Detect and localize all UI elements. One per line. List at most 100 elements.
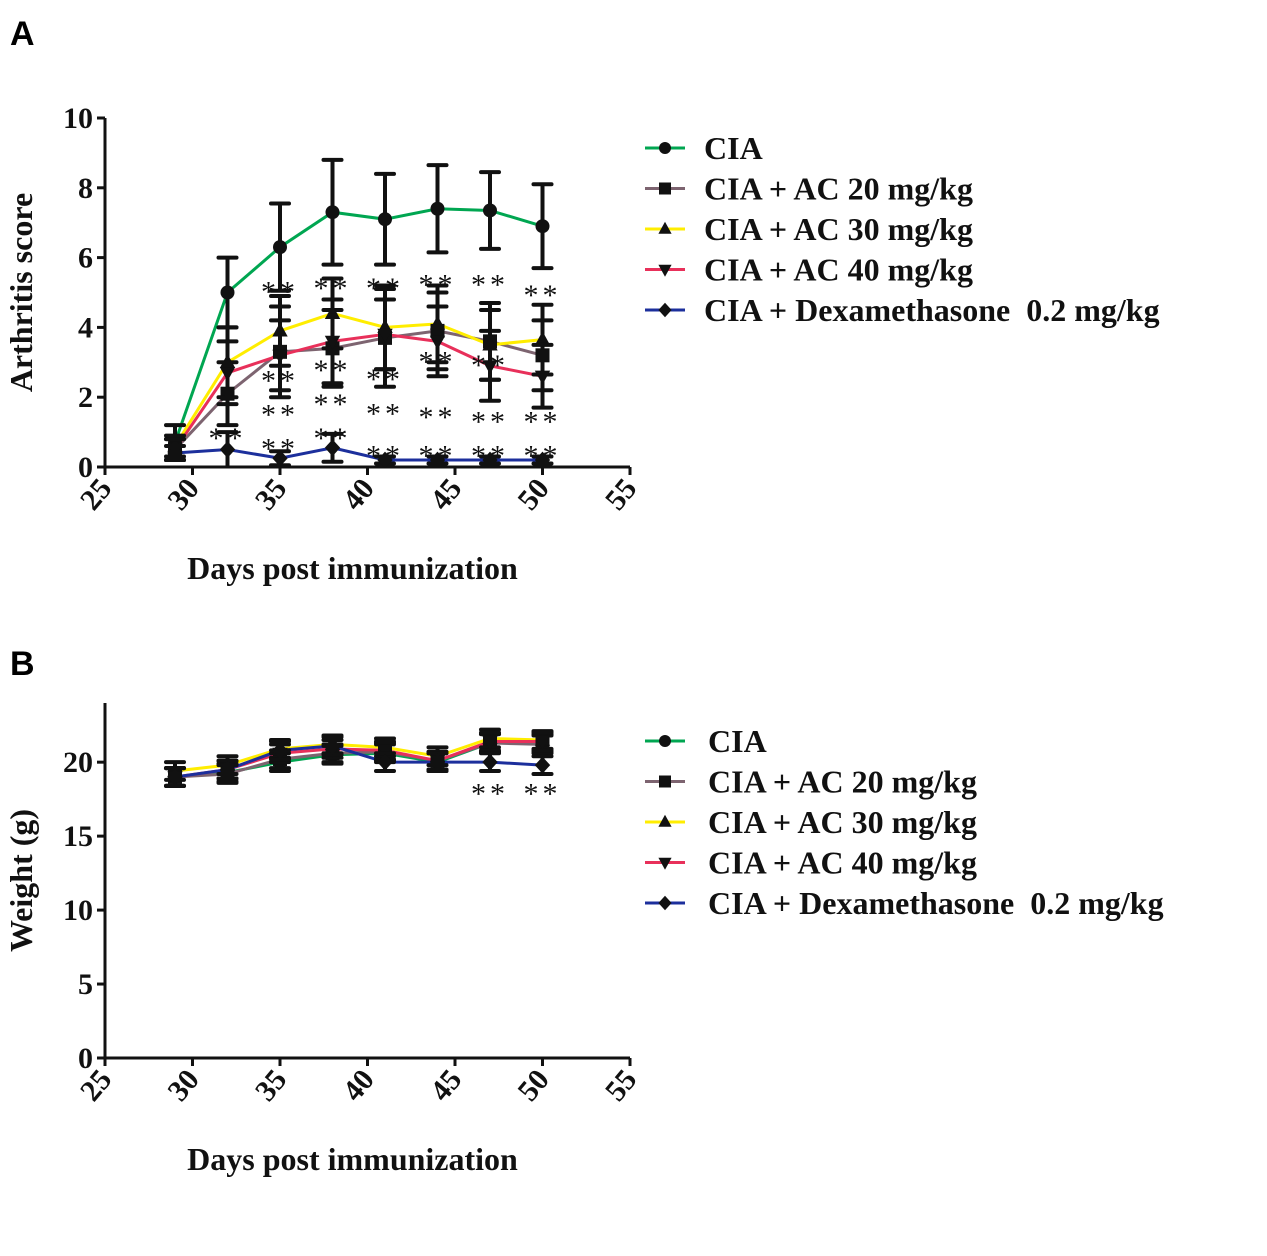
x-tick-label: 50 [511, 472, 556, 516]
data-point-0 [535, 219, 550, 234]
significance-annotation: ** [471, 777, 509, 810]
data-point-3 [534, 370, 551, 385]
data-point-0 [483, 203, 497, 218]
data-point-4 [219, 441, 236, 458]
data-point-3 [534, 735, 551, 750]
significance-annotation: ** [524, 279, 562, 312]
data-point-4 [324, 737, 341, 755]
data-point-4 [534, 451, 551, 469]
significance-annotation: ** [366, 440, 404, 473]
y-tick-label: 15 [63, 820, 93, 853]
y-axis-title: Arthritis score [3, 193, 39, 392]
data-point-3 [272, 349, 288, 364]
data-point-3 [482, 360, 498, 375]
data-point-0 [273, 240, 287, 255]
data-point-4 [377, 451, 393, 469]
significance-annotation: ** [314, 388, 352, 421]
significance-annotation: ** [419, 440, 457, 473]
y-tick-label: 0 [78, 451, 93, 484]
legend-marker-1 [659, 775, 671, 788]
y-tick-label: 5 [78, 968, 93, 1001]
data-point-4 [534, 756, 551, 774]
significance-annotation: ** [366, 398, 404, 431]
x-tick-label: 30 [161, 1063, 206, 1107]
legend-label-3: CIA + AC 40 mg/kg [704, 252, 973, 288]
y-tick-label: 20 [63, 746, 93, 779]
data-point-3 [219, 367, 236, 382]
legend-marker-2 [658, 221, 672, 234]
series-line-4 [174, 446, 543, 462]
x-tick-label: 45 [424, 472, 469, 516]
legend-marker-3 [658, 264, 672, 277]
significance-annotation: ** [419, 401, 457, 434]
significance-annotation: ** [261, 276, 299, 309]
data-point-4 [219, 761, 236, 778]
significance-annotation: ** [261, 433, 299, 466]
data-point-4 [482, 753, 498, 771]
data-point-2 [534, 331, 551, 346]
x-tick-label: 30 [161, 472, 206, 516]
x-tick-label: 55 [599, 472, 644, 516]
significance-annotation: ** [366, 363, 404, 396]
x-tick-label: 55 [599, 1063, 644, 1107]
data-point-3 [482, 735, 498, 750]
x-axis-title: Days post immunization [187, 1141, 518, 1177]
legend-label-1: CIA + AC 20 mg/kg [708, 764, 977, 800]
legend-label-1: CIA + AC 20 mg/kg [704, 171, 973, 207]
legend-label-0: CIA [704, 130, 763, 166]
y-tick-label: 2 [78, 381, 93, 414]
significance-annotation: ** [419, 269, 457, 302]
data-point-0 [220, 285, 235, 300]
legend-label-3: CIA + AC 40 mg/kg [708, 845, 977, 881]
series-line-2 [173, 311, 543, 447]
data-point-3 [377, 328, 393, 343]
legend-label-4: CIA + Dexamethasone 0.2 mg/kg [704, 292, 1160, 328]
y-tick-label: 10 [63, 894, 93, 927]
significance-annotation: ** [471, 269, 509, 302]
x-tick-label: 50 [511, 1063, 556, 1107]
data-point-0 [325, 205, 340, 220]
y-tick-label: 8 [78, 172, 93, 205]
legend-marker-1 [659, 182, 671, 195]
y-tick-label: 6 [78, 242, 93, 275]
data-point-3 [324, 335, 341, 350]
data-point-4 [377, 753, 393, 771]
y-axis-title: Weight (g) [3, 809, 39, 952]
significance-annotation: ** [471, 440, 509, 473]
legend-label-2: CIA + AC 30 mg/kg [708, 804, 977, 840]
significance-annotation: ** [261, 399, 299, 432]
x-axis-title: Days post immunization [187, 550, 518, 586]
series-line-3 [173, 332, 543, 451]
significance-annotation: ** [366, 272, 404, 305]
series-line-1 [173, 329, 543, 451]
x-tick-label: 35 [249, 472, 294, 516]
data-point-4 [482, 451, 498, 469]
significance-annotation: ** [314, 422, 352, 455]
legend-marker-4 [658, 302, 672, 318]
data-point-4 [167, 444, 183, 462]
data-point-4 [429, 753, 446, 771]
data-point-0 [378, 212, 392, 227]
significance-annotation: ** [524, 777, 562, 810]
significance-annotation: ** [419, 345, 457, 378]
panel-label-a: A [10, 15, 35, 53]
data-point-4 [429, 451, 446, 469]
legend-marker-4 [658, 895, 672, 911]
y-tick-label: 0 [78, 1042, 93, 1075]
legend-marker-0 [659, 142, 671, 154]
legend-marker-2 [658, 814, 672, 827]
significance-annotation: ** [314, 272, 352, 305]
y-tick-label: 4 [78, 311, 93, 344]
significance-annotation: ** [471, 406, 509, 439]
legend-marker-3 [658, 857, 672, 870]
panel-label-b: B [10, 645, 35, 683]
significance-annotation: ** [524, 406, 562, 439]
data-point-4 [167, 768, 183, 786]
significance-annotation: ** [471, 349, 509, 382]
x-tick-label: 35 [249, 1063, 294, 1107]
data-point-3 [429, 335, 446, 350]
legend-label-0: CIA [708, 723, 767, 759]
x-tick-label: 45 [424, 1063, 469, 1107]
